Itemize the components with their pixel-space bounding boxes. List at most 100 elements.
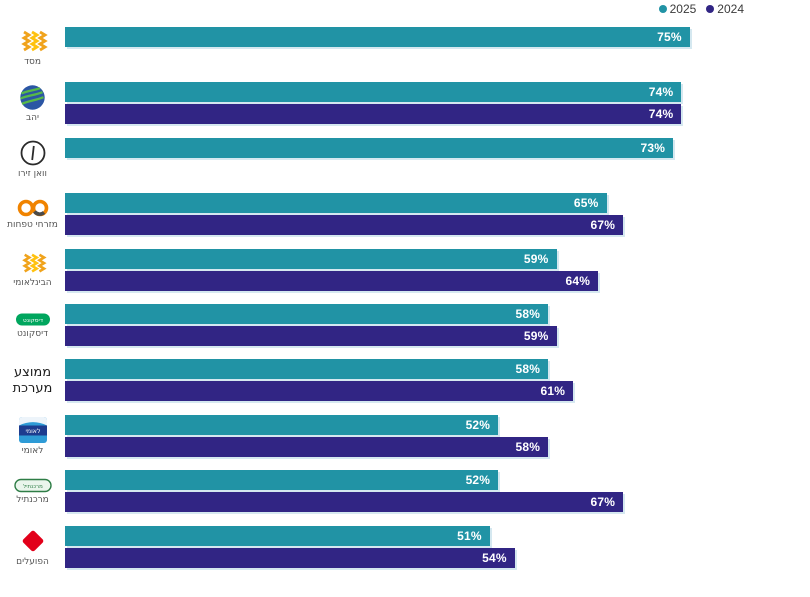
bar-value-label: 61% xyxy=(540,384,566,399)
bar-2024: 67% xyxy=(65,492,624,513)
bar-value-label: 74% xyxy=(648,85,674,100)
chart-legend: 2025 2024 xyxy=(658,2,744,16)
bar-group: 75% xyxy=(65,27,690,47)
svg-text:לאומי: לאומי xyxy=(25,428,40,435)
category-label: לאומי xyxy=(21,445,44,456)
bar-2025: 58% xyxy=(65,359,549,380)
bar-2024: 59% xyxy=(65,325,557,346)
bar-2025: 51% xyxy=(65,525,490,546)
logo-slot: מרכנתיל xyxy=(13,478,52,493)
bar-value-label: 67% xyxy=(590,495,616,510)
bar-value-label: 54% xyxy=(482,550,507,565)
bank-leumi-logo-icon: לאומי xyxy=(18,416,47,443)
bank-yahav-logo-icon xyxy=(20,85,45,110)
category-label: ממוצע מערכת xyxy=(12,365,53,397)
chart-rows: מסד 75% יהב 74% 74% וואן זירו 73% מזרחי ט… xyxy=(0,27,810,581)
bar-2025: 52% xyxy=(65,470,499,491)
bar-2024: 54% xyxy=(65,547,515,568)
bar-group: 65% 67% xyxy=(65,193,624,236)
category-cell: הפועלים xyxy=(0,526,65,581)
legend-dot-2024-icon xyxy=(706,5,715,13)
bank-mercantile-logo-icon: מרכנתיל xyxy=(13,478,52,493)
bar-value-label: 73% xyxy=(640,140,666,155)
category-label: הפועלים xyxy=(16,556,49,567)
bar-2024: 61% xyxy=(65,381,574,402)
logo-slot xyxy=(18,29,48,55)
bar-value-label: 58% xyxy=(515,362,541,377)
bank-massad-logo-icon xyxy=(20,30,48,52)
logo-slot: דיסקונט xyxy=(15,312,51,327)
bank-international-logo-icon xyxy=(21,253,47,273)
bar-value-label: 52% xyxy=(465,473,491,488)
bank-discount-logo-icon: דיסקונט xyxy=(15,313,50,326)
category-label: דיסקונט xyxy=(16,328,49,339)
bar-group: 58% 61% xyxy=(65,359,574,402)
chart-row: הבינלאומי 59% 64% xyxy=(0,248,810,304)
bar-value-label: 51% xyxy=(457,528,482,543)
legend-item-2025: 2025 xyxy=(658,2,697,16)
logo-slot: לאומי xyxy=(18,416,48,444)
category-label: מסד xyxy=(24,57,41,68)
chart-row: מסד 75% xyxy=(0,27,810,82)
legend-item-2024: 2024 xyxy=(706,2,744,16)
bar-value-label: 65% xyxy=(573,196,599,211)
bank-mizrahi-tefahot-logo-icon xyxy=(17,200,48,217)
category-label: הבינלאומי xyxy=(13,277,52,288)
category-cell: וואן זירו xyxy=(0,138,65,193)
bar-2024: 64% xyxy=(65,270,599,291)
bar-2025: 65% xyxy=(65,193,607,214)
bar-2025: 73% xyxy=(65,137,674,158)
svg-text:דיסקונט: דיסקונט xyxy=(23,318,43,324)
chart-row: יהב 74% 74% xyxy=(0,82,810,137)
bar-2025: 75% xyxy=(65,27,690,47)
chart-row: הפועלים 51% 54% xyxy=(0,525,810,581)
bar-group: 52% 67% xyxy=(65,470,624,513)
bar-group: 51% 54% xyxy=(65,525,515,568)
bar-2025: 59% xyxy=(65,248,557,269)
bar-value-label: 64% xyxy=(565,273,591,288)
bar-value-label: 75% xyxy=(657,30,682,44)
bar-2024: 58% xyxy=(65,436,549,457)
category-cell: ממוצע מערכת xyxy=(0,359,65,414)
category-cell: יהב xyxy=(0,82,65,137)
legend-dot-2025-icon xyxy=(658,5,667,13)
bar-2025: 74% xyxy=(65,82,682,103)
bank-hapoalim-logo-icon xyxy=(22,530,43,551)
logo-slot xyxy=(16,198,50,218)
bar-2024: 67% xyxy=(65,215,624,236)
chart-row: לאומי לאומי 52% 58% xyxy=(0,414,810,470)
bank-one-zero-logo-icon xyxy=(20,140,45,166)
bar-group: 74% 74% xyxy=(65,82,682,125)
logo-slot xyxy=(19,84,46,111)
chart-row: מרכנתיל מרכנתיל 52% 67% xyxy=(0,470,810,525)
category-cell: מרכנתיל מרכנתיל xyxy=(0,470,65,525)
bar-value-label: 58% xyxy=(515,439,541,454)
logo-slot xyxy=(19,252,47,276)
bar-group: 52% 58% xyxy=(65,414,549,457)
chart-row: ממוצע מערכת 58% 61% xyxy=(0,359,810,414)
category-label: מרכנתיל xyxy=(16,494,49,505)
bar-group: 73% xyxy=(65,137,674,158)
category-cell: דיסקונט דיסקונט xyxy=(0,304,65,359)
category-label: מזרחי טפחות xyxy=(7,220,58,231)
category-cell: מזרחי טפחות xyxy=(0,193,65,248)
bar-value-label: 59% xyxy=(523,328,549,343)
svg-text:מרכנתיל: מרכנתיל xyxy=(23,484,43,490)
legend-label-2024: 2024 xyxy=(717,2,744,16)
legend-label-2025: 2025 xyxy=(669,2,697,16)
chart-row: מזרחי טפחות 65% 67% xyxy=(0,193,810,248)
category-cell: הבינלאומי xyxy=(0,249,65,304)
bar-group: 58% 59% xyxy=(65,303,557,346)
bar-value-label: 58% xyxy=(515,306,541,321)
chart-row: וואן זירו 73% xyxy=(0,137,810,193)
bar-value-label: 59% xyxy=(523,251,549,266)
category-label: וואן זירו xyxy=(18,168,47,179)
bar-value-label: 74% xyxy=(648,107,674,122)
bar-value-label: 67% xyxy=(590,218,616,233)
category-cell: לאומי לאומי xyxy=(0,415,65,470)
category-label: יהב xyxy=(25,113,40,124)
bar-2024: 74% xyxy=(65,104,682,125)
bar-value-label: 52% xyxy=(465,417,491,432)
logo-slot xyxy=(19,139,47,167)
